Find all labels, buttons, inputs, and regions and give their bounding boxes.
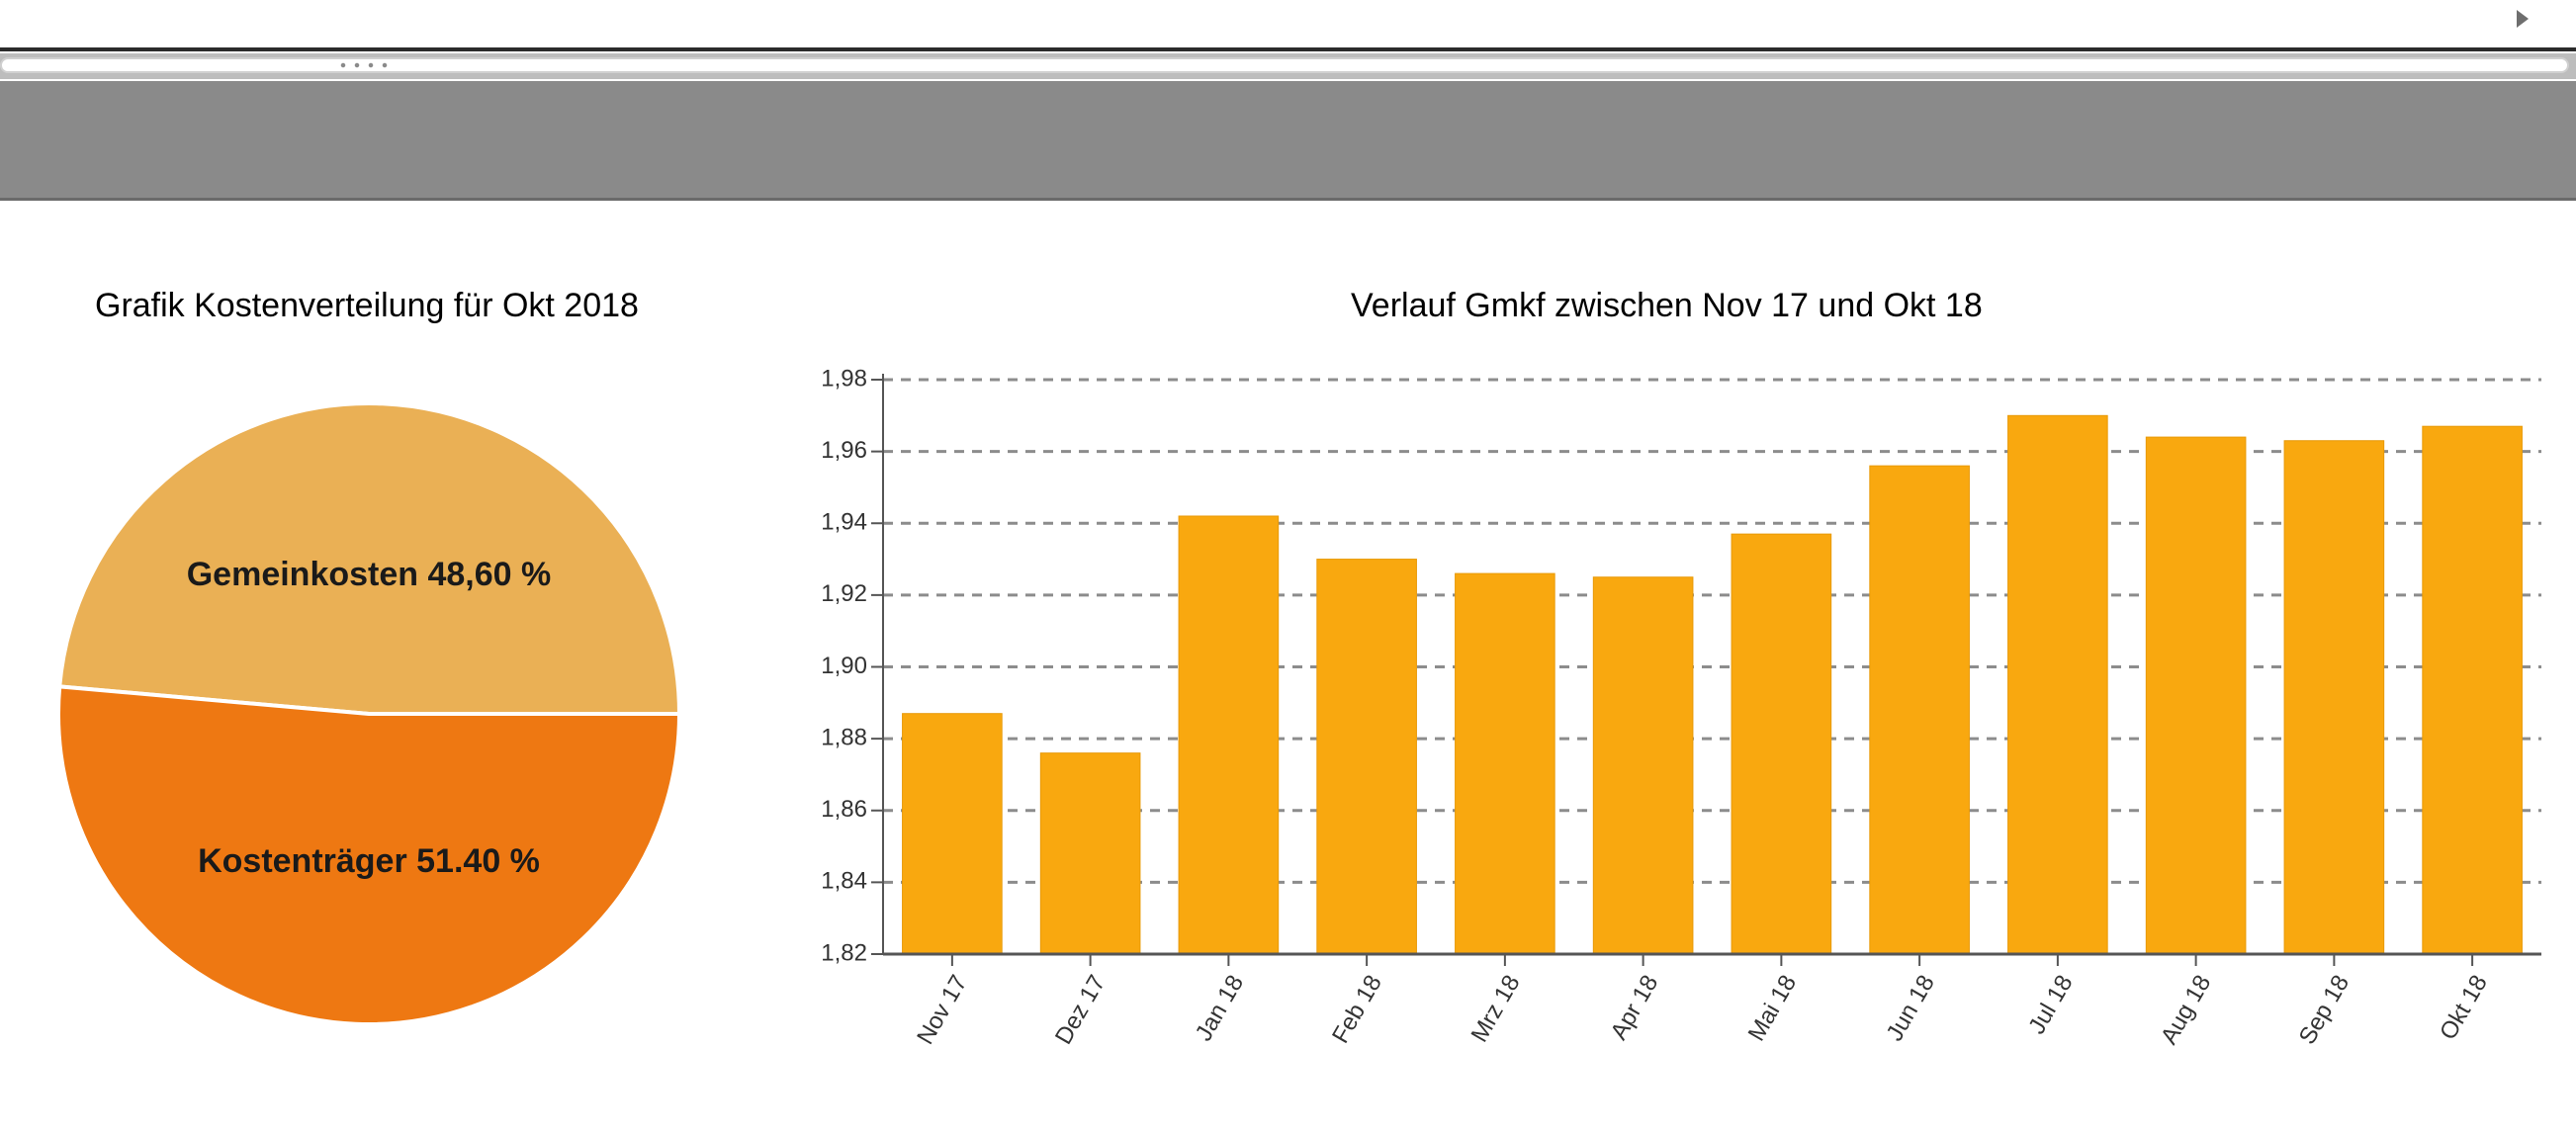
pie-slice-label: Kostenträger 51.40 % — [198, 842, 540, 880]
x-tick-label: Jun 18 — [1881, 971, 1939, 1046]
bar — [1869, 465, 1970, 955]
x-tick-label: Nov 17 — [912, 971, 972, 1049]
top-bar — [0, 0, 2576, 51]
bar — [2007, 414, 2108, 955]
bar — [1455, 572, 1555, 955]
y-tick-label: 1,94 — [821, 509, 867, 536]
x-tick-label: Okt 18 — [2435, 971, 2493, 1045]
y-tick-label: 1,92 — [821, 580, 867, 607]
pie-slice — [56, 684, 682, 1026]
y-tick-label: 1,98 — [821, 365, 867, 392]
x-tick-label: Feb 18 — [1327, 971, 1387, 1048]
y-tick-label: 1,86 — [821, 796, 867, 823]
bar — [1039, 752, 1141, 955]
x-tick-label: Aug 18 — [2156, 971, 2216, 1049]
bar — [902, 713, 1003, 955]
y-tick-label: 1,96 — [821, 437, 867, 464]
bar — [1731, 533, 1832, 955]
pie-slice — [57, 401, 682, 716]
toolbar-panel — [0, 81, 2576, 201]
x-tick-label: Jul 18 — [2023, 971, 2078, 1039]
y-tick-label: 1,88 — [821, 724, 867, 750]
bar — [1178, 515, 1280, 955]
x-tick-label: Mrz 18 — [1466, 971, 1526, 1047]
grip-icon[interactable] — [336, 61, 392, 69]
bar-chart: 1,82 1,84 1,86 1,88 1,90 1,92 1,94 1,96 1,98 Nov … — [821, 365, 2541, 1049]
pie-slice-label: Gemeinkosten 48,60 % — [187, 556, 552, 593]
pie-chart: Gemeinkosten 48,60 % Kostenträger 51.40 % — [56, 401, 682, 1026]
pie-chart-title: Grafik Kostenverteilung für Okt 2018 — [95, 287, 639, 324]
bar — [1592, 576, 1694, 955]
x-tick-label: Dez 17 — [1050, 971, 1110, 1049]
y-tick-label: 1,82 — [821, 939, 867, 966]
bar — [2422, 425, 2523, 955]
y-tick-label: 1,84 — [821, 868, 867, 895]
bar — [2145, 436, 2247, 955]
x-tick-label: Apr 18 — [1606, 971, 1664, 1045]
x-tick-label: Sep 18 — [2294, 971, 2354, 1049]
y-tick-label: 1,90 — [821, 653, 867, 679]
play-icon[interactable] — [2517, 10, 2529, 28]
x-tick-label: Jan 18 — [1191, 971, 1249, 1046]
bar-chart-title: Verlauf Gmkf zwischen Nov 17 und Okt 18 — [1351, 287, 1983, 324]
scrollbar-thumb[interactable] — [0, 57, 2569, 73]
x-tick-label: Mai 18 — [1743, 971, 1802, 1046]
bar — [2283, 440, 2385, 955]
bar — [1316, 559, 1417, 955]
